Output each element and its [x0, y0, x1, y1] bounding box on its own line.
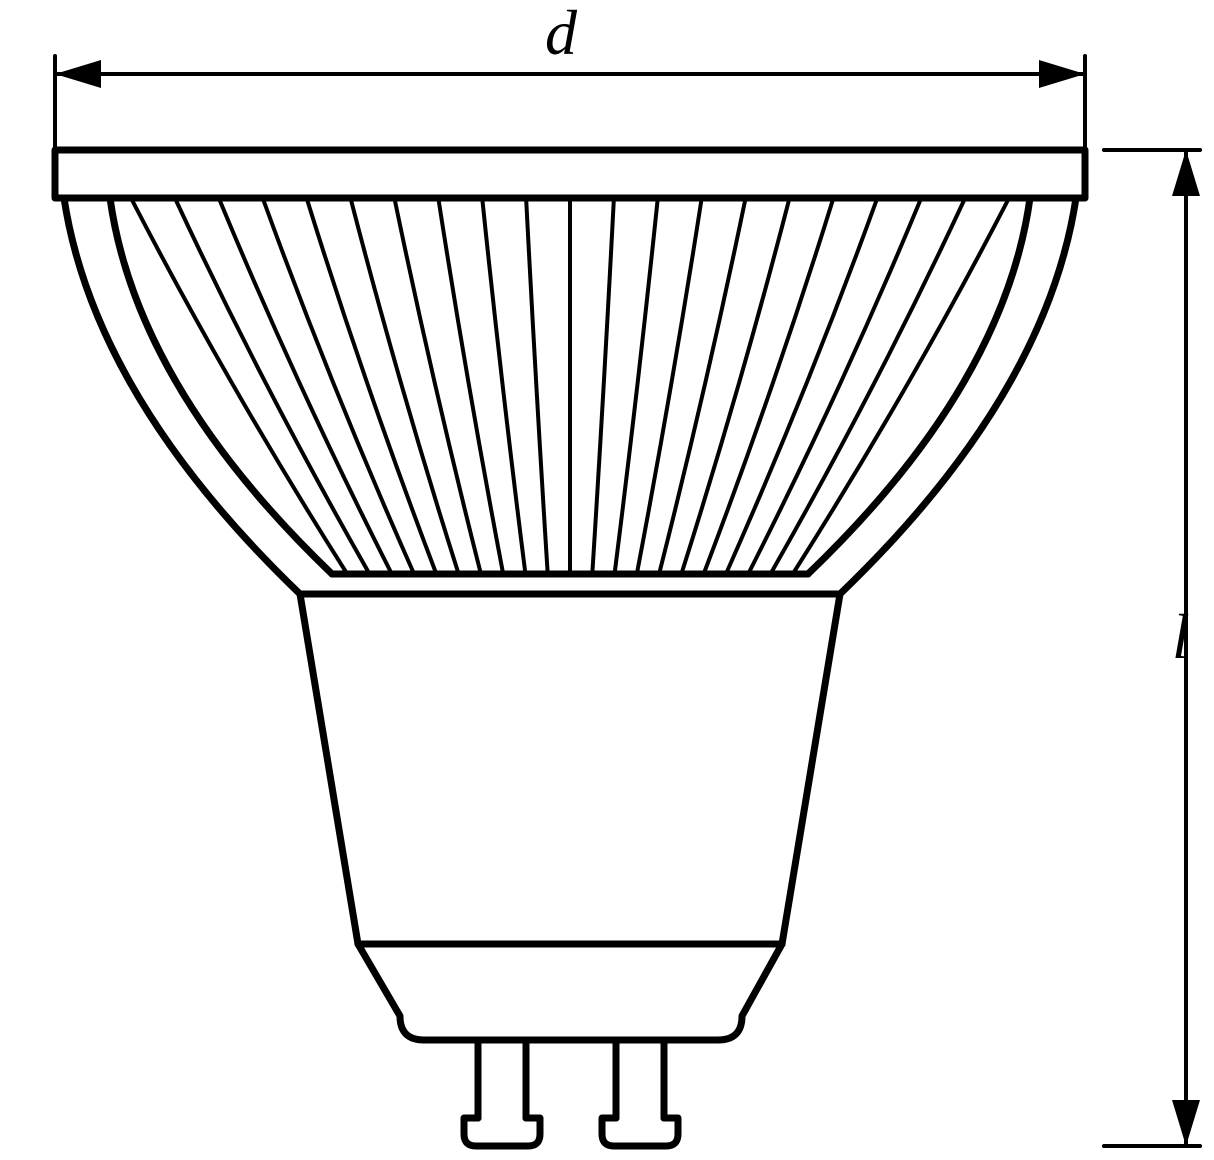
dimension-label-length: l [1172, 600, 1190, 674]
lamp-diagram-svg [0, 0, 1214, 1160]
dimension-label-diameter: d [545, 0, 577, 70]
diagram-stage: d l [0, 0, 1214, 1160]
